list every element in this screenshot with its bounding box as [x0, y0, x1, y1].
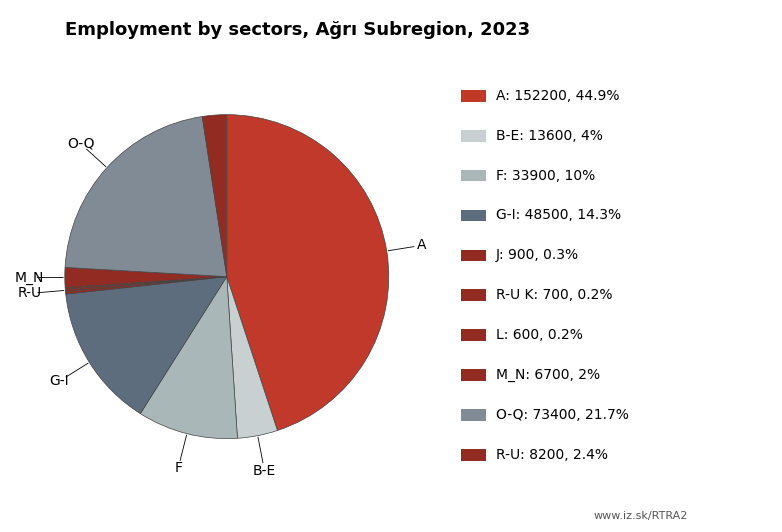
- Text: M_N: M_N: [15, 271, 44, 285]
- Text: L: 600, 0.2%: L: 600, 0.2%: [496, 328, 583, 342]
- Text: F: F: [174, 461, 182, 475]
- Wedge shape: [66, 277, 227, 294]
- Wedge shape: [66, 277, 227, 413]
- Wedge shape: [140, 277, 238, 438]
- Text: M_N: 6700, 2%: M_N: 6700, 2%: [496, 368, 600, 382]
- Text: B-E: B-E: [253, 463, 276, 478]
- Wedge shape: [227, 277, 278, 438]
- Text: R-U: 8200, 2.4%: R-U: 8200, 2.4%: [496, 448, 608, 462]
- Text: www.iz.sk/RTRA2: www.iz.sk/RTRA2: [594, 511, 688, 521]
- Text: F: 33900, 10%: F: 33900, 10%: [496, 169, 595, 182]
- Wedge shape: [227, 115, 389, 430]
- Text: R-U: R-U: [18, 286, 42, 301]
- Text: G-I: 48500, 14.3%: G-I: 48500, 14.3%: [496, 209, 621, 222]
- Wedge shape: [203, 115, 227, 277]
- Wedge shape: [65, 277, 227, 289]
- Text: A: A: [417, 238, 427, 252]
- Text: B-E: 13600, 4%: B-E: 13600, 4%: [496, 129, 603, 143]
- Text: O-Q: O-Q: [66, 137, 95, 151]
- Text: G-I: G-I: [49, 375, 69, 388]
- Text: Employment by sectors, Ağrı Subregion, 2023: Employment by sectors, Ağrı Subregion, 2…: [65, 21, 529, 39]
- Wedge shape: [65, 277, 227, 292]
- Wedge shape: [65, 268, 227, 287]
- Text: R-U K: 700, 0.2%: R-U K: 700, 0.2%: [496, 288, 612, 302]
- Text: A: 152200, 44.9%: A: 152200, 44.9%: [496, 89, 619, 103]
- Text: J: 900, 0.3%: J: 900, 0.3%: [496, 248, 579, 262]
- Wedge shape: [65, 117, 227, 277]
- Text: O-Q: 73400, 21.7%: O-Q: 73400, 21.7%: [496, 408, 629, 422]
